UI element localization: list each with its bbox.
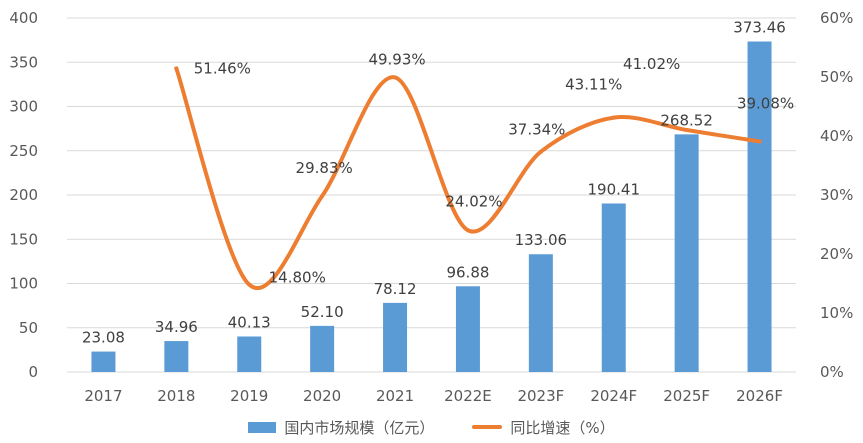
bar	[601, 203, 626, 372]
x-tick-label: 2017	[84, 387, 122, 405]
line-data-label: 24.02%	[445, 192, 502, 210]
bar-data-label: 78.12	[374, 280, 417, 298]
y-left-tick-label: 100	[9, 275, 38, 293]
x-tick-label: 2019	[230, 387, 268, 405]
y-left-tick-label: 250	[9, 142, 38, 160]
line-point	[393, 75, 398, 80]
line-data-label: 49.93%	[368, 50, 425, 68]
y-right-tick-label: 10%	[820, 304, 853, 322]
legend-item-bar: 国内市场规模（亿元）	[248, 417, 434, 438]
line-data-label: 51.46%	[194, 59, 251, 77]
y-left-tick-label: 400	[9, 9, 38, 27]
legend-label-bar: 国内市场规模（亿元）	[284, 418, 435, 437]
y-right-tick-label: 0%	[820, 363, 844, 381]
y-right-tick-label: 50%	[820, 68, 853, 86]
line-point	[757, 139, 762, 144]
bar	[164, 341, 189, 372]
y-right-tick-label: 30%	[820, 186, 853, 204]
y-right-tick-label: 20%	[820, 245, 853, 263]
x-tick-label: 2022E	[444, 387, 492, 405]
bar-data-label: 40.13	[228, 313, 271, 331]
line-data-label: 37.34%	[508, 121, 565, 139]
y-left-tick-label: 300	[9, 98, 38, 116]
line-point	[320, 194, 325, 199]
bar-data-labels: 23.08 34.96 40.13 52.10 78.12 96.88 133.06 190.…	[82, 18, 786, 346]
legend-label-line: 同比增速（%）	[510, 418, 615, 437]
legend-swatch-bar	[248, 421, 277, 433]
bar-data-label: 34.96	[155, 318, 198, 336]
y-left-tick-label: 200	[9, 186, 38, 204]
bar	[237, 336, 262, 372]
left-axis-tick-labels: 0 50 100 150 200 250 300 350 400	[9, 9, 38, 381]
growth-rate-line	[174, 66, 762, 290]
bar-data-label: 96.88	[446, 263, 489, 281]
bar-data-label: 373.46	[733, 18, 786, 36]
line-data-labels: 51.46% 14.80% 29.83% 49.93% 24.02% 37.34% 43.1…	[194, 50, 794, 286]
legend-item-line: 同比增速（%）	[472, 417, 615, 438]
bar	[91, 351, 116, 372]
legend: 国内市场规模（亿元） 同比增速（%）	[0, 412, 863, 442]
bar-series	[91, 41, 772, 372]
bar	[383, 302, 408, 372]
line-series	[174, 66, 762, 290]
x-tick-label: 2026F	[736, 387, 783, 405]
line-point	[611, 115, 616, 120]
line-point	[465, 228, 470, 233]
bar	[528, 254, 553, 372]
line-point	[538, 149, 543, 154]
bar-data-label: 23.08	[82, 329, 125, 347]
line-point	[247, 282, 252, 287]
x-axis-tick-labels: 2017 2018 2019 2020 2021 2022E 2023F 2024F 2025F…	[84, 387, 783, 405]
line-point	[684, 127, 689, 132]
y-right-tick-label: 40%	[820, 127, 853, 145]
line-data-label: 14.80%	[269, 269, 326, 287]
bar	[674, 134, 699, 372]
x-tick-label: 2020	[303, 387, 341, 405]
x-tick-label: 2025F	[663, 387, 710, 405]
right-axis-tick-labels: 0% 10% 20% 30% 40% 50% 60%	[820, 9, 853, 381]
bar	[747, 41, 772, 372]
bar-data-label: 133.06	[515, 231, 568, 249]
bar-data-label: 190.41	[588, 180, 641, 198]
y-left-tick-label: 350	[9, 53, 38, 71]
line-data-label: 39.08%	[737, 94, 794, 112]
y-left-tick-label: 0	[28, 363, 38, 381]
line-point	[174, 66, 179, 71]
y-left-tick-label: 50	[19, 319, 38, 337]
x-tick-label: 2023F	[517, 387, 564, 405]
line-data-label: 43.11%	[565, 76, 622, 94]
bar	[310, 325, 335, 372]
x-tick-label: 2021	[376, 387, 414, 405]
y-left-tick-label: 150	[9, 230, 38, 248]
legend-swatch-line	[472, 425, 503, 429]
y-right-tick-label: 60%	[820, 9, 853, 27]
bar-data-label: 52.10	[301, 303, 344, 321]
bar-data-label: 268.52	[660, 111, 713, 129]
x-tick-label: 2018	[157, 387, 195, 405]
line-data-label: 29.83%	[296, 159, 353, 177]
x-tick-label: 2024F	[590, 387, 637, 405]
line-data-label: 41.02%	[623, 55, 680, 73]
bar	[455, 286, 480, 372]
